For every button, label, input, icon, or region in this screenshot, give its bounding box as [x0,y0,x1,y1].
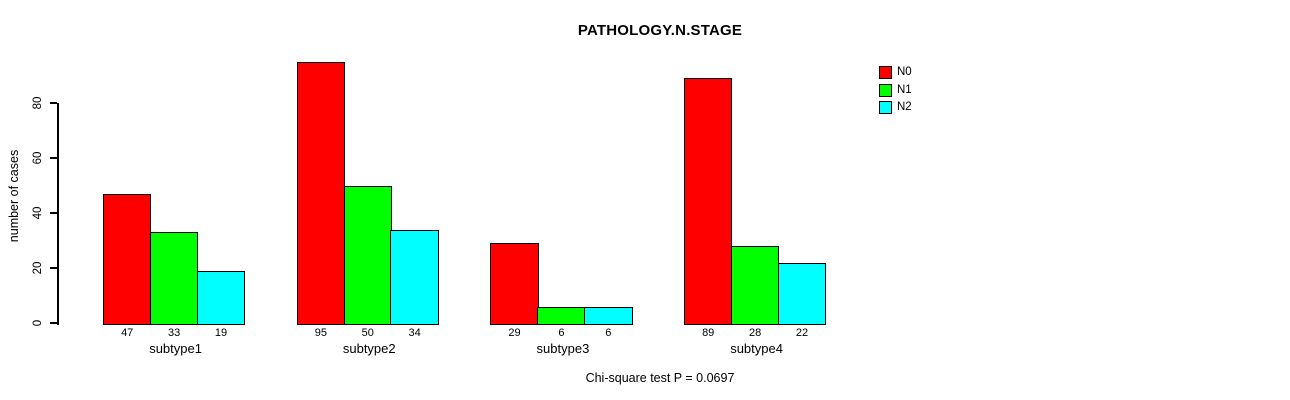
legend-swatch-icon [879,83,892,97]
y-tick-label: 80 [32,96,44,110]
bar-n2-subtype3 [584,306,633,325]
bar-n1-subtype1 [149,232,199,325]
category-label-subtype2: subtype2 [342,341,396,356]
bar-value-label: 34 [408,327,421,339]
category-label-subtype1: subtype1 [149,341,202,356]
bar-value-label: 47 [121,327,134,339]
y-tick-label: 20 [32,261,44,275]
bar-value-label: 6 [605,327,612,339]
y-tick-label: 60 [32,151,44,165]
chi-square-note: Chi-square test P = 0.0697 [585,371,735,385]
bar-value-label: 6 [558,327,565,339]
y-axis-line [57,103,59,325]
bar-n0-subtype4 [684,78,733,325]
bar-value-label: 29 [508,327,521,339]
y-axis-title: number of cases [7,149,21,243]
bar-value-label: 89 [702,327,715,339]
category-label-subtype4: subtype4 [730,341,783,356]
y-tick [50,212,57,214]
bar-value-label: 33 [167,327,181,339]
category-label-subtype3: subtype3 [536,341,590,356]
bar-value-label: 28 [748,327,762,339]
legend: N0 N1 N2 [879,66,912,114]
legend-label: N0 [897,66,912,78]
legend-item-n0: N0 [879,66,912,79]
bar-n2-subtype4 [777,262,827,325]
bar-n2-subtype2 [390,229,439,325]
bar-value-label: 95 [314,327,327,339]
legend-swatch-icon [879,101,892,114]
bar-n0-subtype2 [296,61,346,325]
bar-n1-subtype2 [343,185,392,325]
bar-value-label: 50 [361,327,374,339]
legend-item-n2: N2 [879,101,912,114]
y-tick-label: 0 [32,319,44,327]
chart-title: PATHOLOGY.N.STAGE [577,22,743,39]
legend-label: N2 [897,101,912,113]
legend-swatch-icon [879,66,892,79]
y-tick [50,102,57,104]
bar-n0-subtype1 [103,193,152,325]
bar-n2-subtype1 [196,270,246,325]
bar-n1-subtype3 [537,306,586,325]
bar-value-label: 22 [795,327,809,339]
y-tick [50,157,57,159]
legend-label: N1 [897,83,912,96]
bar-value-label: 19 [214,327,228,339]
y-tick [50,322,57,324]
y-tick-label: 40 [32,206,44,220]
legend-item-n1: N1 [879,83,912,97]
y-tick [50,267,57,269]
bar-n1-subtype4 [730,246,780,325]
bar-n0-subtype3 [490,243,539,325]
